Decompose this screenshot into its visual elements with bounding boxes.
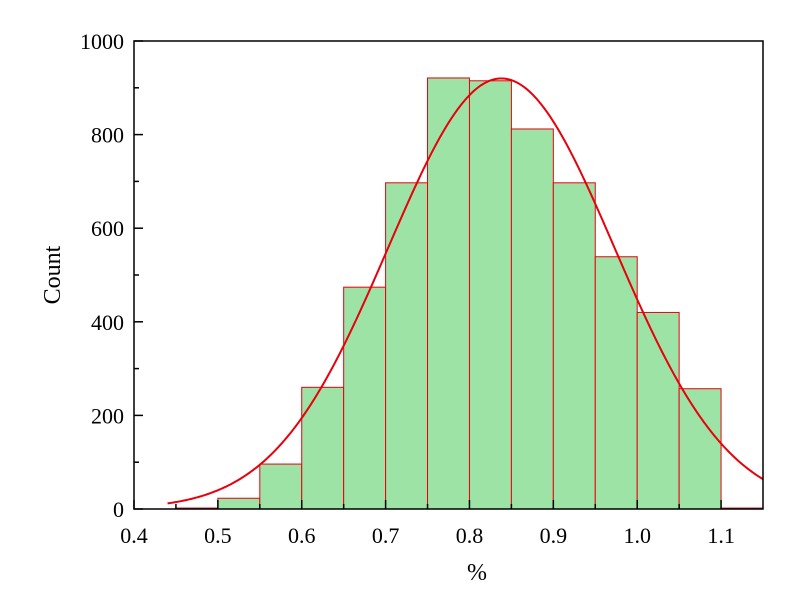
x-tick-label: 0.7 <box>372 523 400 548</box>
y-axis-title: Count <box>40 245 66 304</box>
histogram-bar-6 <box>385 182 429 510</box>
x-tick-label: 0.8 <box>456 523 484 548</box>
histogram-bar-3 <box>259 463 303 510</box>
x-axis-title: % <box>467 560 487 586</box>
histogram-bar-7 <box>427 77 470 510</box>
x-tick-label: 0.9 <box>540 523 568 548</box>
x-tick-label: 0.5 <box>204 523 232 548</box>
histogram-bar-5 <box>343 286 387 510</box>
y-tick-label: 800 <box>91 123 124 148</box>
y-tick-label: 400 <box>91 310 124 335</box>
histogram-bar-11 <box>594 256 638 510</box>
histogram-bar-9 <box>510 128 554 510</box>
histogram-bars <box>175 77 764 510</box>
y-axis: 0 200 400 600 800 1000 <box>80 29 143 522</box>
y-tick-label: 1000 <box>80 29 124 54</box>
y-tick-label: 600 <box>91 216 124 241</box>
histogram-bar-13 <box>678 388 722 510</box>
x-axis: 0.4 0.5 0.6 0.7 0.8 0.9 1.0 1.1 <box>120 500 735 548</box>
x-tick-label: 1.0 <box>623 523 651 548</box>
x-tick-label: 0.4 <box>120 523 148 548</box>
normal-fit-curve <box>167 77 764 505</box>
x-tick-label: 1.1 <box>707 523 735 548</box>
x-tick-label: 0.6 <box>288 523 316 548</box>
histogram-bar-2 <box>217 497 261 510</box>
histogram-bar-8 <box>468 80 512 510</box>
histogram-bar-10 <box>552 182 596 510</box>
y-tick-label: 200 <box>91 403 124 428</box>
y-tick-label: 0 <box>113 497 124 522</box>
histogram-bar-4 <box>301 386 345 510</box>
